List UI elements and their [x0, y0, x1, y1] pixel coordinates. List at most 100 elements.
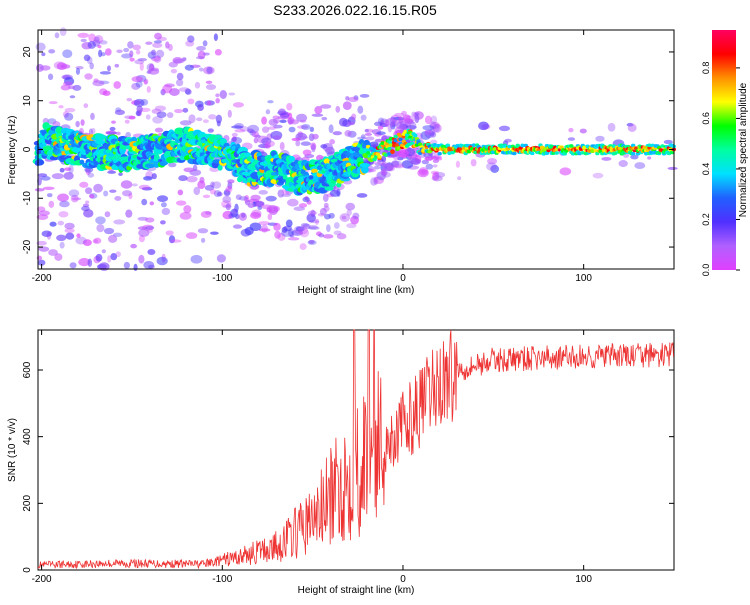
spectrogram-cell	[89, 62, 94, 70]
spectrogram-cell	[81, 205, 90, 212]
spectrogram-cell	[56, 234, 67, 242]
snr-ytick-label: 400	[22, 428, 33, 445]
spectrogram-cell	[92, 80, 105, 87]
spectrogram-cell	[143, 176, 153, 181]
spectrogram-cell	[299, 243, 307, 250]
spectrogram-cell	[109, 126, 116, 131]
spectrogram-xtick-label: -200	[32, 273, 52, 284]
spectrogram-cell	[314, 106, 323, 115]
spectrogram-cell	[225, 203, 231, 211]
spectrogram-cell	[170, 68, 178, 74]
spectrogram-cell	[630, 143, 636, 148]
spectrogram-cell	[413, 133, 418, 138]
spectrogram-cell	[131, 76, 144, 83]
spectrogram-cell	[83, 103, 89, 109]
spectrogram-cell	[363, 139, 370, 145]
snr-xtick-label: 100	[575, 574, 592, 585]
spectrogram-cell	[183, 167, 195, 173]
spectrogram-cell	[258, 190, 268, 195]
spectrogram-cell	[478, 121, 489, 131]
spectrogram-cell	[107, 170, 117, 174]
spectrogram-cell	[63, 171, 74, 180]
spectrogram-cell	[213, 33, 218, 41]
spectrogram-cell	[206, 66, 213, 74]
spectrogram-cell	[144, 163, 156, 169]
spectrogram-cell	[104, 211, 111, 218]
spectrogram-cell	[151, 49, 156, 56]
spectrogram-cell	[387, 147, 392, 151]
spectrogram-cell	[184, 88, 191, 95]
spectrogram-cell	[59, 167, 65, 173]
spectrogram-cell	[380, 118, 388, 125]
spectrogram-cell	[101, 249, 106, 254]
spectrogram-cell	[398, 137, 403, 142]
spectrogram-cell	[409, 121, 417, 131]
spectrogram-cell	[130, 243, 137, 249]
spectrogram-cell	[360, 166, 369, 174]
spectrogram-cell	[125, 209, 133, 218]
spectrogram-cell	[151, 56, 161, 62]
spectrogram-cell	[273, 222, 281, 231]
spectrogram-cell	[414, 112, 420, 116]
spectrogram-cell	[336, 188, 341, 197]
spectrogram-cell	[107, 234, 118, 243]
spectrogram-cell	[147, 248, 156, 256]
spectrogram-cell	[116, 49, 123, 54]
spectrogram-cell	[251, 209, 262, 218]
spectrogram-cell	[231, 125, 243, 129]
spectrogram-cell	[351, 113, 357, 121]
spectrogram-cell	[486, 162, 497, 171]
spectrogram-cell	[161, 207, 171, 216]
spectrogram-cell	[402, 114, 411, 121]
spectrogram-cell	[344, 129, 352, 137]
spectrogram-cell	[295, 140, 301, 147]
spectrogram-cell	[634, 162, 646, 169]
spectrogram-cell	[276, 110, 289, 115]
spectrogram-cell	[430, 131, 437, 138]
spectrogram-cell	[41, 52, 46, 57]
spectrogram-cell	[148, 264, 155, 269]
spectrogram-cell	[311, 168, 318, 174]
spectrogram-cell	[106, 65, 112, 72]
spectrogram-cell	[183, 205, 192, 214]
spectrogram-cell	[179, 212, 192, 220]
spectrogram-cell	[376, 131, 386, 136]
spectrogram-cell	[60, 84, 71, 91]
spectrogram-cell	[79, 181, 89, 188]
spectrogram-cell	[228, 92, 236, 96]
spectrogram-cell	[333, 230, 342, 236]
spectrogram-cell	[64, 228, 75, 234]
spectrogram-cell	[88, 128, 93, 136]
spectrogram-cell	[138, 228, 150, 237]
spectrogram-cell	[272, 115, 280, 120]
spectrogram-cell	[211, 181, 222, 189]
spectrogram-cell	[198, 67, 204, 72]
spectrogram-cell	[85, 187, 93, 195]
spectrogram-cell	[139, 62, 144, 71]
spectrogram-cell	[178, 175, 188, 182]
spectrogram-cell	[48, 200, 55, 208]
spectrogram-cell	[231, 132, 238, 137]
spectrogram-cell	[323, 213, 331, 220]
spectrogram-cell	[405, 125, 417, 130]
spectrogram-cell	[58, 211, 69, 218]
spectrogram-cell	[154, 105, 167, 112]
spectrogram-cell	[345, 96, 350, 101]
spectrogram-cell	[64, 167, 72, 171]
spectrogram-cell	[182, 107, 189, 113]
spectrogram-cell	[232, 136, 237, 142]
spectrogram-ytick-label: 20	[22, 46, 33, 58]
spectrogram-cell	[77, 32, 90, 38]
spectrogram-cell	[153, 40, 162, 44]
spectrogram-cell	[59, 241, 65, 249]
spectrogram-cell	[429, 121, 440, 129]
spectrogram-cell	[335, 105, 341, 113]
spectrogram-cell	[231, 136, 237, 142]
spectrogram-cell	[322, 234, 334, 239]
spectrogram-cell	[417, 168, 429, 178]
spectrogram-cell	[103, 190, 109, 197]
spectrogram-cell	[626, 122, 634, 127]
colorbar-tick-label: 0.4	[701, 163, 711, 176]
spectrogram-cell	[136, 105, 143, 114]
